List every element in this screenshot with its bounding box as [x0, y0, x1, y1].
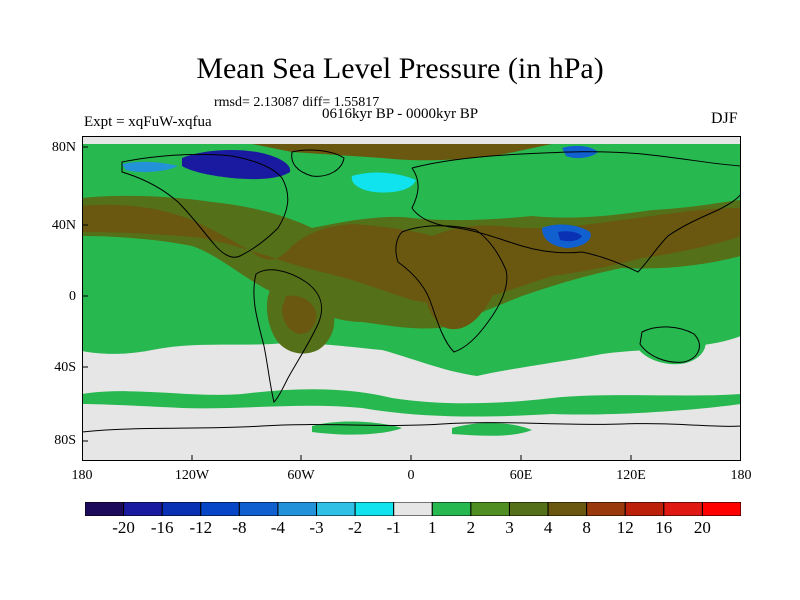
- colorbar-label: -8: [232, 518, 247, 537]
- colorbar-box: [200, 502, 240, 516]
- lon-label-120w: 120W: [174, 468, 210, 483]
- colorbar-label: -12: [189, 518, 213, 537]
- season-label: DJF: [711, 110, 738, 127]
- colorbar-box: [547, 502, 588, 516]
- blue-canada: [182, 150, 291, 180]
- axis-ticks: [82, 146, 632, 461]
- colorbar-box: [277, 502, 318, 516]
- colorbar-label: 1: [428, 518, 437, 537]
- colorbar-label: 3: [505, 518, 514, 537]
- colorbar-box: [316, 502, 356, 516]
- brown-south-america: [282, 295, 317, 334]
- colorbar-label: 16: [655, 518, 673, 537]
- colorbar-box: [586, 502, 626, 516]
- colorbar-box: [85, 502, 125, 516]
- brown-africa: [412, 243, 497, 330]
- experiment-label: Expt = xqFuW-xqfua: [84, 114, 212, 130]
- brown-arctic: [252, 144, 552, 161]
- lat-label-40s: 40S: [54, 360, 76, 375]
- colorbar: [85, 502, 741, 516]
- colorbar-box: [393, 502, 433, 516]
- lon-label-60w: 60W: [287, 468, 315, 483]
- australia-coast: [639, 326, 700, 363]
- colorbar-label: -1: [386, 518, 401, 537]
- africa-coast: [395, 225, 508, 353]
- lat-label-0: 0: [69, 289, 76, 304]
- lon-label-180w: 180: [71, 468, 93, 483]
- colorbar-box: [663, 502, 703, 516]
- colorbar-box: [354, 502, 395, 516]
- green-south-strip: [82, 389, 741, 417]
- colorbar-label: 12: [616, 518, 634, 537]
- map-plot: [82, 136, 741, 461]
- colorbar-label: -2: [348, 518, 363, 537]
- lat-label-40n: 40N: [51, 218, 76, 233]
- lon-label-60e: 60E: [509, 468, 533, 483]
- colorbar-label: 20: [693, 518, 711, 537]
- coastlines: [82, 149, 741, 433]
- cyan-north-atlantic: [351, 172, 416, 193]
- cyan-canada-edge: [122, 161, 178, 173]
- colorbar-label: -16: [150, 518, 174, 537]
- period-text: 0616kyr BP - 0000kyr BP: [322, 106, 479, 122]
- colorbar-box: [508, 502, 549, 516]
- map-title: Mean Sea Level Pressure (in hPa): [196, 52, 604, 85]
- green-australia: [634, 321, 706, 365]
- colorbar-label: -20: [112, 518, 135, 537]
- antarctica-coast: [82, 422, 741, 433]
- stats-text: rmsd= 2.13087 diff= 1.55817: [214, 95, 380, 110]
- colorbar-box: [123, 502, 163, 516]
- colorbar-label: 2: [466, 518, 476, 537]
- lat-label-80s: 80S: [54, 433, 76, 448]
- lon-label-180e: 180: [730, 468, 752, 483]
- north-america-coast: [121, 153, 289, 258]
- colorbar-box: [701, 502, 741, 516]
- colorbar-box: [161, 502, 202, 516]
- colorbar-label: -3: [309, 518, 324, 537]
- colorbar-label: 8: [582, 518, 591, 537]
- colorbar-box: [431, 502, 472, 516]
- colorbar-box: [624, 502, 665, 516]
- colorbar-label: -4: [270, 518, 285, 537]
- colorbar-box: [238, 502, 279, 516]
- lon-label-120e: 120E: [616, 468, 646, 483]
- colorbar-label: 4: [543, 518, 553, 537]
- lon-label-0: 0: [407, 468, 415, 483]
- europe-asia-coast: [411, 151, 741, 273]
- blue-tibet-core: [558, 231, 582, 242]
- greenland-coast: [291, 149, 345, 177]
- south-america-coast: [253, 269, 322, 403]
- lat-label-80n: 80N: [51, 140, 76, 155]
- colorbar-box: [470, 502, 510, 516]
